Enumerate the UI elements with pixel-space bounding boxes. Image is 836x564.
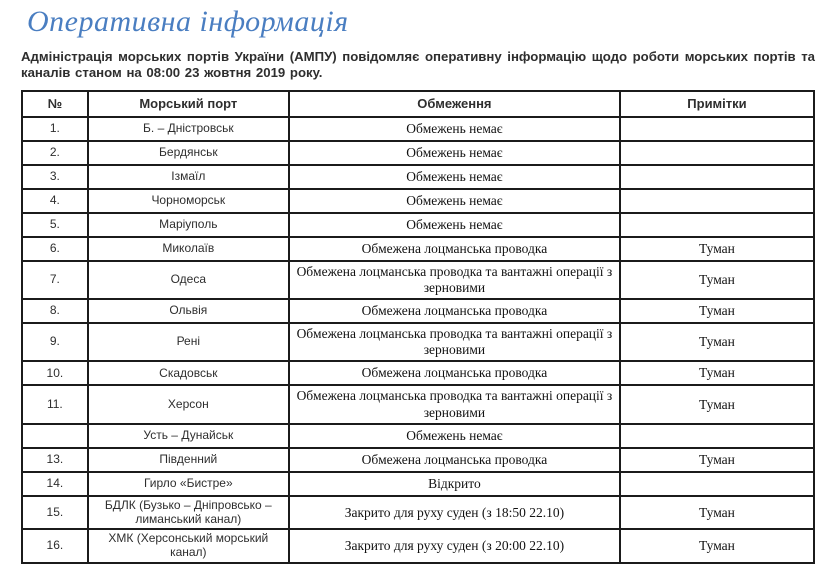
table-row: 13. Південний Обмежена лоцманська проводка… <box>21 446 816 473</box>
notes-cell <box>618 163 816 190</box>
notes-cell <box>618 422 816 449</box>
notes-cell <box>618 211 816 238</box>
col-header-restriction: Обмеження <box>287 89 621 118</box>
ports-table-body: 1. Б. – Дністровськ Обмежень немає 2. Бердян… <box>21 115 816 564</box>
restriction-cell: Обмежень немає <box>287 163 621 190</box>
row-number-cell: 10. <box>21 360 89 387</box>
port-name-cell: Південний <box>86 446 290 473</box>
restriction-cell: Обмежена лоцманська проводка та вантажні… <box>287 259 621 301</box>
restriction-cell: Закрито для руху суден (з 20:00 22.10) <box>287 528 621 564</box>
port-name-cell: Ольвія <box>86 298 290 325</box>
row-number-cell: 1. <box>21 115 89 142</box>
port-name-cell: Херсон <box>86 384 290 425</box>
port-name-cell: Гирло «Бистре» <box>86 470 290 497</box>
port-name-cell: Маріуполь <box>86 211 290 238</box>
col-header-port: Морський порт <box>86 89 290 118</box>
notes-cell <box>618 470 816 497</box>
row-number-cell: 5. <box>21 211 89 238</box>
restriction-cell: Обмежена лоцманська проводка <box>287 298 621 325</box>
page-title: Оперативна інформація <box>27 5 349 38</box>
notes-cell: Туман <box>618 259 816 301</box>
row-number-cell: 16. <box>21 528 89 564</box>
notes-cell: Туман <box>618 384 816 425</box>
port-name-cell: Скадовськ <box>86 360 290 387</box>
port-name-cell: Чорноморськ <box>86 187 290 214</box>
table-row: 8. Ольвія Обмежена лоцманська проводка Тума… <box>21 298 816 325</box>
col-header-number: № <box>21 89 89 118</box>
restriction-cell: Обмежень немає <box>287 187 621 214</box>
row-number-cell: 3. <box>21 163 89 190</box>
row-number-cell: 4. <box>21 187 89 214</box>
table-row: 2. Бердянськ Обмежень немає <box>21 139 816 166</box>
restriction-cell: Обмежень немає <box>287 115 621 142</box>
notes-cell: Туман <box>618 360 816 387</box>
notes-cell: Туман <box>618 494 816 531</box>
table-row: 5. Маріуполь Обмежень немає <box>21 211 816 238</box>
table-row: 6. Миколаїв Обмежена лоцманська проводка Ту… <box>21 235 816 262</box>
restriction-cell: Обмежена лоцманська проводка <box>287 235 621 262</box>
row-number-cell <box>21 422 89 449</box>
restriction-cell: Обмежена лоцманська проводка <box>287 360 621 387</box>
port-name-cell: Б. – Дністровськ <box>86 115 290 142</box>
table-row: 11. Херсон Обмежена лоцманська проводка та… <box>21 384 816 425</box>
table-row: 16. ХМК (Херсонський морський канал) Закри… <box>21 528 816 564</box>
col-header-notes: Примітки <box>618 89 816 118</box>
notes-cell: Туман <box>618 298 816 325</box>
row-number-cell: 14. <box>21 470 89 497</box>
table-row: 14. Гирло «Бистре» Відкрито <box>21 470 816 497</box>
row-number-cell: 8. <box>21 298 89 325</box>
row-number-cell: 2. <box>21 139 89 166</box>
notes-cell: Туман <box>618 446 816 473</box>
port-name-cell: Усть – Дунайськ <box>86 422 290 449</box>
notes-cell: Туман <box>618 322 816 363</box>
port-name-cell: БДЛК (Бузько – Дніпровсько – лиманський … <box>86 494 290 531</box>
restriction-cell: Обмежень немає <box>287 211 621 238</box>
notes-cell: Туман <box>618 528 816 564</box>
table-row: 7. Одеса Обмежена лоцманська проводка та в… <box>21 259 816 301</box>
port-name-cell: Рені <box>86 322 290 363</box>
restriction-cell: Обмежень немає <box>287 422 621 449</box>
table-row: 1. Б. – Дністровськ Обмежень немає <box>21 115 816 142</box>
port-name-cell: Миколаїв <box>86 235 290 262</box>
row-number-cell: 6. <box>21 235 89 262</box>
intro-paragraph: Адміністрація морських портів України (А… <box>21 48 815 80</box>
ports-table: № Морський порт Обмеження Примітки 1. Б. … <box>21 89 816 564</box>
table-row: 10. Скадовськ Обмежена лоцманська проводка… <box>21 360 816 387</box>
restriction-cell: Обмежена лоцманська проводка та вантажні… <box>287 384 621 425</box>
notes-cell <box>618 187 816 214</box>
table-row: Усть – Дунайськ Обмежень немає <box>21 422 816 449</box>
port-name-cell: Бердянськ <box>86 139 290 166</box>
row-number-cell: 11. <box>21 384 89 425</box>
port-name-cell: Одеса <box>86 259 290 301</box>
restriction-cell: Закрито для руху суден (з 18:50 22.10) <box>287 494 621 531</box>
restriction-cell: Обмежена лоцманська проводка <box>287 446 621 473</box>
notes-cell <box>618 139 816 166</box>
table-row: 9. Рені Обмежена лоцманська проводка та ва… <box>21 322 816 363</box>
restriction-cell: Обмежена лоцманська проводка та вантажні… <box>287 322 621 363</box>
table-row: 3. Ізмаїл Обмежень немає <box>21 163 816 190</box>
row-number-cell: 7. <box>21 259 89 301</box>
restriction-cell: Відкрито <box>287 470 621 497</box>
restriction-cell: Обмежень немає <box>287 139 621 166</box>
table-row: 15. БДЛК (Бузько – Дніпровсько – лиманськ… <box>21 494 816 531</box>
port-name-cell: ХМК (Херсонський морський канал) <box>86 528 290 564</box>
row-number-cell: 9. <box>21 322 89 363</box>
port-name-cell: Ізмаїл <box>86 163 290 190</box>
table-header-row: № Морський порт Обмеження Примітки <box>21 89 816 118</box>
row-number-cell: 15. <box>21 494 89 531</box>
notes-cell: Туман <box>618 235 816 262</box>
notes-cell <box>618 115 816 142</box>
table-row: 4. Чорноморськ Обмежень немає <box>21 187 816 214</box>
row-number-cell: 13. <box>21 446 89 473</box>
